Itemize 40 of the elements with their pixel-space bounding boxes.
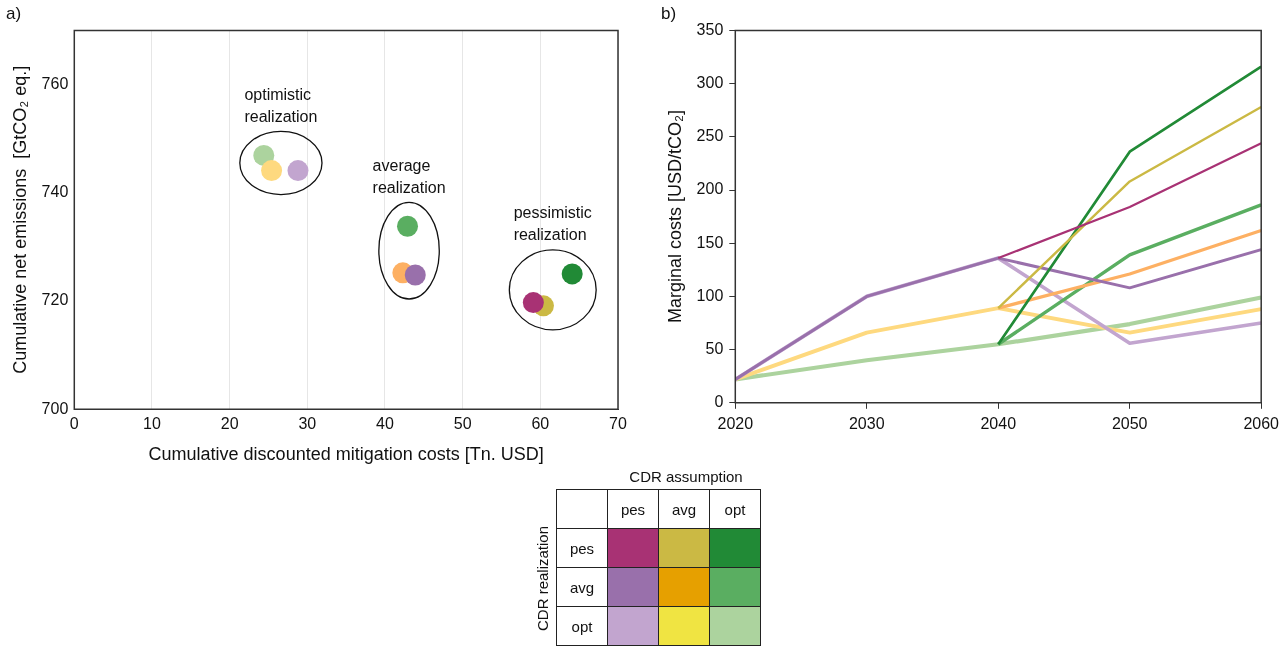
y-tick-label: 700 <box>41 399 69 417</box>
x-tick-label: 20 <box>220 415 239 433</box>
y-tick-label: 0 <box>714 393 724 411</box>
y-tick-label: 350 <box>696 20 724 38</box>
y-tick-label: 200 <box>696 180 724 198</box>
x-tick-label: 2060 <box>1243 414 1280 432</box>
category-label: opt <box>571 617 593 635</box>
category-label: opt <box>709 489 761 529</box>
x-tick-label: 10 <box>143 415 161 433</box>
y-tick-label: 250 <box>696 127 724 145</box>
y-tick-label: 760 <box>41 74 69 92</box>
x-axis-title: Cumulative discounted mitigation costs [Tn. USD] <box>148 444 544 465</box>
category-label: avg <box>658 489 710 529</box>
x-tick-label: 2020 <box>717 414 754 432</box>
x-tick-label: 40 <box>376 415 394 433</box>
annotation: pessimistic realization <box>513 204 592 244</box>
x-tick-label: 2050 <box>1111 414 1148 432</box>
y-axis-title: Cumulative net emissions [GtCO₂ eq.] <box>9 65 30 374</box>
x-tick-label: 60 <box>531 415 550 433</box>
chart-title: b) <box>661 3 677 23</box>
annotation: average realization <box>372 156 446 196</box>
x-tick-label: 50 <box>453 415 472 433</box>
y-tick-label: 50 <box>705 340 724 358</box>
chart-title: a) <box>6 3 22 23</box>
category-label: pes <box>607 489 659 529</box>
y-tick-label: 300 <box>696 74 724 92</box>
y-axis-title: Marginal costs [USD/tCO₂] <box>664 110 685 324</box>
text: CDR realization <box>534 525 552 631</box>
category-label: avg <box>569 578 595 596</box>
x-tick-label: 70 <box>609 415 627 433</box>
annotation: optimistic realization <box>244 85 318 125</box>
x-tick-label: 2040 <box>980 414 1017 432</box>
y-tick-label: 100 <box>696 286 724 304</box>
y-tick-label: 150 <box>696 233 724 251</box>
y-tick-label: 720 <box>41 291 69 309</box>
x-tick-label: 30 <box>298 415 317 433</box>
text: CDR assumption <box>628 468 744 485</box>
x-tick-label: 2030 <box>848 414 885 432</box>
y-tick-label: 740 <box>41 183 69 201</box>
category-label: pes <box>569 539 595 557</box>
